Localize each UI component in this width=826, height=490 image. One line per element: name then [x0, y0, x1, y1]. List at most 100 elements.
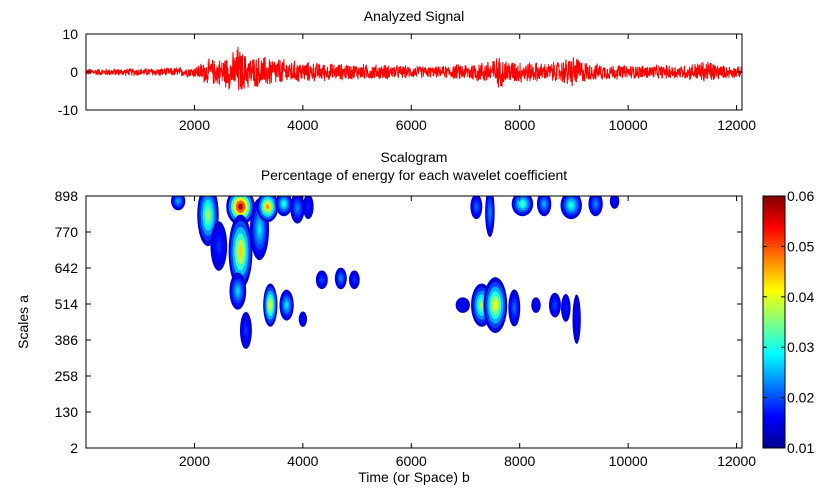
signal-y-ticks: -10 0 10 — [58, 26, 742, 118]
x-tick-label: 2000 — [179, 117, 210, 133]
scalogram-subtitle: Percentage of energy for each wavelet co… — [261, 167, 567, 183]
scalogram-contour — [613, 199, 616, 203]
y-tick-label: 258 — [55, 368, 79, 384]
scalogram-y-ticks: 2 130 258 386 514 642 770 898 — [55, 188, 742, 456]
colorbar-ticks: 0.01 0.02 0.03 0.04 0.05 0.06 — [763, 188, 814, 456]
colorbar-tick-label: 0.05 — [787, 238, 814, 254]
scalogram-blob — [483, 277, 508, 333]
scalogram-heatmap — [171, 196, 620, 349]
scalogram-contour — [302, 317, 304, 321]
scalogram-blob — [561, 294, 571, 322]
scalogram-y-label: Scales a — [15, 295, 31, 349]
signal-line — [86, 46, 742, 91]
scalogram-contour — [238, 245, 243, 258]
scalogram-contour — [489, 208, 491, 217]
scalogram-blob — [210, 221, 228, 271]
x-tick-label: 6000 — [396, 453, 427, 469]
colorbar-tick-label: 0.02 — [787, 390, 814, 406]
scalogram-blob — [298, 311, 308, 327]
x-tick-label: 4000 — [287, 117, 318, 133]
scalogram-blob — [228, 214, 253, 289]
y-tick-label: 898 — [55, 188, 79, 204]
scalogram-blob — [171, 196, 186, 211]
x-tick-label: 4000 — [287, 453, 318, 469]
scalogram-contour — [282, 201, 286, 206]
scalogram-contour — [176, 199, 180, 203]
scalogram-contour — [339, 276, 342, 281]
signal-x-ticks: 2000 4000 6000 8000 10000 12000 — [179, 34, 756, 133]
scalogram-blob — [609, 196, 620, 209]
x-tick-label: 10000 — [609, 453, 648, 469]
scalogram-blob — [290, 196, 305, 224]
y-tick-label: 514 — [55, 296, 79, 312]
scalogram-contour — [575, 315, 578, 324]
scalogram-blob — [560, 196, 582, 220]
scalogram-contour — [594, 201, 597, 206]
scalogram-contour — [244, 327, 247, 334]
scalogram-blob — [275, 196, 293, 217]
y-tick-label: -10 — [58, 102, 78, 118]
scalogram-blob — [508, 289, 521, 327]
scalogram-blob — [197, 196, 219, 247]
scalogram-blob — [226, 196, 255, 226]
scalogram-contour — [520, 201, 525, 206]
scalogram-blob — [531, 297, 541, 313]
colorbar-tick-label: 0.04 — [787, 289, 814, 305]
x-tick-label: 8000 — [504, 117, 535, 133]
scalogram-contour — [461, 303, 464, 307]
scalogram-contour — [236, 287, 240, 295]
scalogram-contour — [565, 305, 567, 311]
scalogram-contour — [307, 204, 310, 209]
y-tick-label: 0 — [70, 64, 78, 80]
scalogram-contour — [296, 205, 299, 211]
scalogram-blob — [239, 311, 252, 349]
scalogram-blob — [334, 267, 347, 290]
scalogram-contour — [285, 302, 288, 308]
scalogram-axes-box — [86, 196, 742, 448]
scalogram-contour — [238, 203, 243, 210]
colorbar — [762, 195, 786, 449]
scalogram-blob — [256, 196, 279, 223]
y-tick-label: 386 — [55, 332, 79, 348]
x-tick-label: 2000 — [179, 453, 210, 469]
x-tick-label: 10000 — [609, 117, 648, 133]
signal-title: Analyzed Signal — [364, 8, 464, 24]
scalogram-contour — [206, 209, 210, 221]
scalogram-title: Scalogram — [381, 149, 448, 165]
scalogram-contour — [269, 301, 272, 309]
scalogram-x-label: Time (or Space) b — [358, 469, 470, 485]
colorbar-tick-label: 0.01 — [787, 440, 814, 456]
scalogram-contour — [217, 241, 221, 251]
x-tick-label: 6000 — [396, 117, 427, 133]
scalogram-contour — [513, 304, 516, 312]
scalogram-contour — [493, 300, 498, 310]
scalogram-blob — [455, 297, 470, 313]
colorbar-tick-label: 0.03 — [787, 339, 814, 355]
scalogram-blob — [548, 292, 561, 318]
scalogram-blob — [302, 196, 314, 220]
scalogram-contour — [265, 204, 270, 210]
scalogram-contour — [542, 201, 546, 206]
scalogram-blob — [485, 196, 495, 238]
scalogram-blob — [511, 196, 534, 217]
scalogram-contour — [569, 202, 574, 208]
scalogram-blob — [263, 283, 278, 327]
scalogram-contour — [475, 204, 478, 209]
y-tick-label: 10 — [62, 26, 78, 42]
x-tick-label: 8000 — [504, 453, 535, 469]
colorbar-tick-label: 0.06 — [787, 188, 814, 204]
scalogram-blob — [588, 196, 603, 217]
x-tick-label: 12000 — [717, 117, 756, 133]
scalogram-blob — [315, 270, 328, 290]
y-tick-label: 770 — [55, 224, 79, 240]
scalogram-blob — [470, 196, 483, 220]
scalogram-contour — [353, 278, 356, 282]
y-tick-label: 2 — [70, 440, 78, 456]
y-tick-label: 642 — [55, 260, 79, 276]
scalogram-blob — [279, 289, 294, 321]
scalogram-contour — [535, 303, 537, 307]
scalogram-blob — [348, 270, 360, 290]
scalogram-blob — [572, 294, 581, 344]
scalogram-contour — [320, 278, 323, 282]
